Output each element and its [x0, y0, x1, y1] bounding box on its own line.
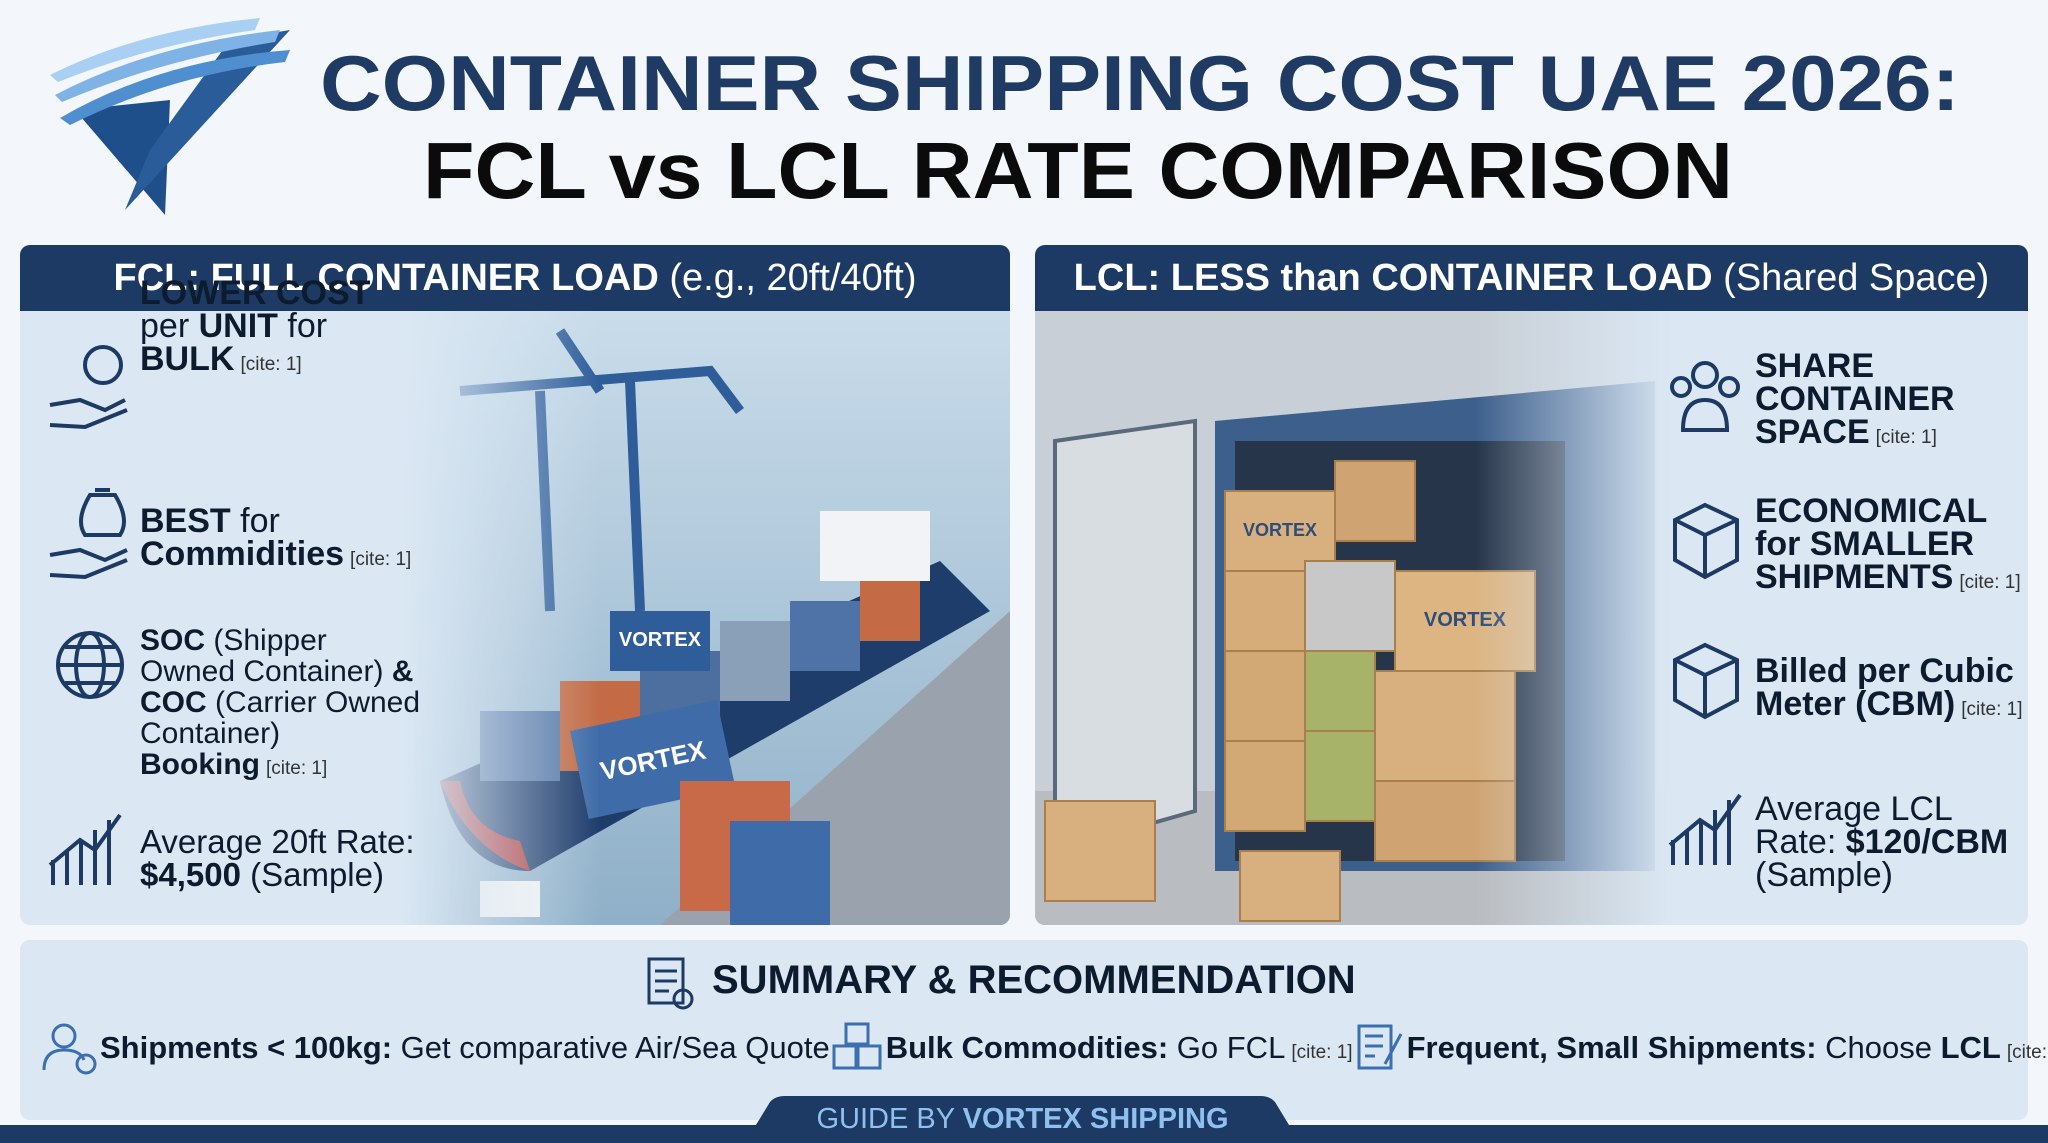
citation: [cite: 1] [240, 354, 302, 375]
summary-entry-icon [832, 1022, 882, 1070]
text: GUIDE BY [816, 1103, 963, 1135]
text: for [277, 307, 328, 345]
title-line-2: FCL vs LCL RATE COMPARISON [423, 126, 1733, 215]
bold-text: VORTEX SHIPPING [962, 1103, 1229, 1135]
text: for [230, 502, 280, 540]
fcl-item: LOWER COST per UNIT for BULK [cite: 1] [140, 274, 400, 381]
text: Go FCL [1168, 1030, 1286, 1065]
text: (Sample) [240, 856, 384, 893]
lcl-item: SHARE CONTAINER SPACE [cite: 1] [1755, 347, 2015, 454]
summary-entry: Bulk Commodities: Go FCL [cite: 1] [830, 1020, 1353, 1076]
summary-title: SUMMARY & RECOMMENDATION [712, 958, 1356, 1002]
citation: [cite: 1] [2006, 1042, 2048, 1063]
summary-panel [20, 940, 2028, 1120]
summary-entry-icon [42, 1023, 97, 1075]
bold-text: ECONOMICAL for SMALLER SHIPMENTS [1755, 492, 1987, 596]
bold-text: UNIT [198, 307, 278, 345]
lcl-heading: LCL: LESS than CONTAINER LOAD (Shared Sp… [1035, 245, 2028, 311]
summary-items: Shipments < 100kg: Get comparative Air/S… [40, 1020, 2048, 1076]
bold-text: Shipments < 100kg: [100, 1030, 393, 1065]
footer-text: GUIDE BY VORTEX SHIPPING [745, 1103, 1300, 1136]
summary-item: Shipments < 100kg: Get comparative Air/S… [100, 1030, 830, 1066]
bold-text: Commidities [140, 535, 345, 573]
summary-item: Bulk Commodities: Go FCL [cite: 1] [886, 1030, 1353, 1066]
text: per [140, 307, 199, 345]
summary-entry: Shipments < 100kg: Get comparative Air/S… [40, 1020, 830, 1076]
text: (Sample) [1755, 856, 1893, 894]
citation: [cite: 1] [266, 758, 328, 779]
citation: [cite: 1] [1875, 427, 1937, 448]
citation: [cite: 1] [1961, 699, 2023, 720]
bold-text: SOC [140, 624, 206, 657]
bold-text: BEST [140, 502, 231, 540]
header: CONTAINER SHIPPING COST UAE 2026: FCL vs… [50, 18, 1960, 215]
summary-entry: Frequent, Small Shipments: Choose LCL [ci… [1353, 1020, 2048, 1076]
fcl-panel: FCL: FULL CONTAINER LOAD (e.g., 20ft/40f… [20, 245, 1010, 925]
fcl-heading: FCL: FULL CONTAINER LOAD (e.g., 20ft/40f… [20, 245, 1010, 311]
summary-entry-icon [1357, 1024, 1402, 1070]
bold-text: $120/CBM [1845, 823, 2009, 861]
bold-text: BULK [140, 340, 235, 378]
bold-text: Billed per Cubic Meter (CBM) [1755, 652, 2014, 723]
lcl-illustration: VORTEX VORTEX [1035, 311, 1675, 925]
text: Choose [1816, 1030, 1941, 1065]
bold-text: & COC [140, 655, 414, 719]
lcl-panel: LCL: LESS than CONTAINER LOAD (Shared Sp… [1035, 245, 2028, 925]
text: Get comparative Air/Sea Quote [392, 1030, 830, 1065]
bold-text: Frequent, Small Shipments: [1406, 1030, 1817, 1065]
text: (Shipper Owned Container) [140, 624, 392, 688]
heading-bold: LCL: LESS than CONTAINER LOAD [1073, 257, 1713, 299]
citation: [cite: 1] [1959, 572, 2021, 593]
boxes [1044, 460, 1536, 922]
text: (Carrier Owned Container) [140, 686, 421, 750]
logo [50, 18, 290, 215]
text: Average LCL Rate: [1755, 790, 1952, 861]
lcl-item: Average LCL Rate: $120/CBM (Sample) [1755, 790, 2025, 894]
fcl-item: SOC (Shipper Owned Container) & COC (Car… [140, 625, 430, 784]
lcl-icons [1668, 361, 1742, 865]
summary-icon [647, 957, 694, 1010]
lcl-item: ECONOMICAL for SMALLER SHIPMENTS [cite: 1… [1755, 492, 2025, 599]
heading-bold: FCL: FULL CONTAINER LOAD [113, 257, 659, 299]
citation: [cite: 1] [350, 549, 412, 570]
fcl-item: Average 20ft Rate: $4,500 (Sample) [140, 825, 440, 891]
title-line-1: CONTAINER SHIPPING COST UAE 2026: [320, 39, 1960, 127]
brand-label: VORTEX [1243, 520, 1317, 540]
text: Average 20ft Rate: [140, 823, 415, 860]
bold-text: Bulk Commodities: [885, 1030, 1169, 1065]
bold-text: LOWER COST [140, 274, 371, 312]
brand-label: VORTEX [619, 629, 702, 651]
bold-text: LCL [1940, 1030, 2001, 1065]
heading-note: (Shared Space) [1723, 257, 1990, 299]
summary-item: Frequent, Small Shipments: Choose LCL [ci… [1407, 1030, 2048, 1066]
bold-text: SHARE CONTAINER SPACE [1755, 347, 1955, 451]
fcl-item: BEST for Commidities [cite: 1] [140, 502, 440, 576]
bold-text: $4,500 [140, 856, 241, 893]
bold-text: Booking [140, 748, 260, 781]
footer [0, 1096, 2048, 1143]
citation: [cite: 1] [1291, 1042, 1353, 1063]
fcl-icons [48, 345, 128, 885]
lcl-item: Billed per Cubic Meter (CBM) [cite: 1] [1755, 652, 2025, 726]
heading-note: (e.g., 20ft/40ft) [669, 257, 917, 299]
fcl-illustration: VORTEX VORTEX [400, 311, 1010, 925]
